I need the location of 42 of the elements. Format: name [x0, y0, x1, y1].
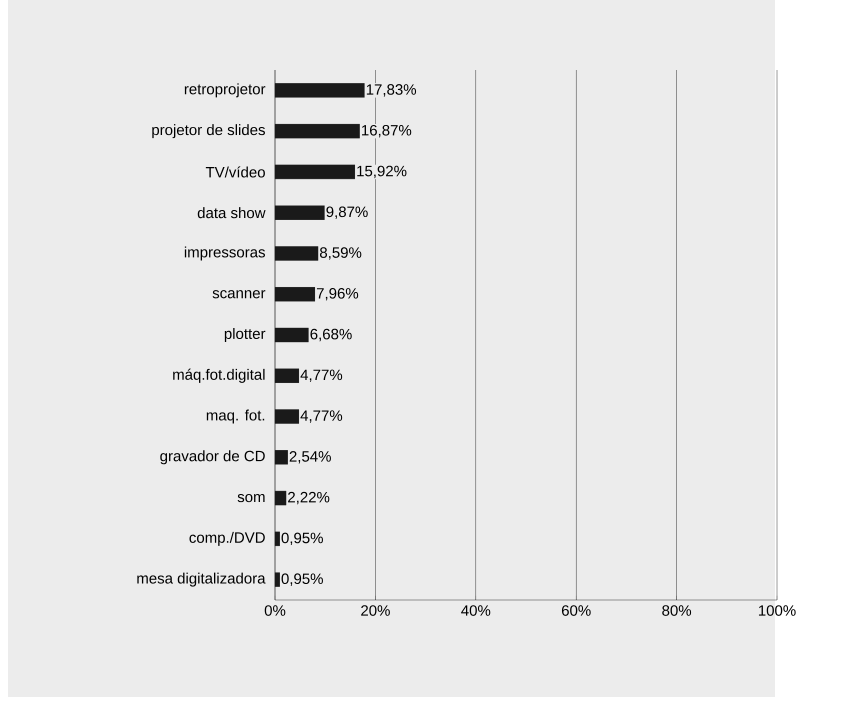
- data-label: 2,54%: [290, 451, 331, 464]
- x-tick-label: 100%: [758, 605, 796, 616]
- data-label: 17,83%: [366, 84, 416, 97]
- y-tick-label: mesa digitalizadora: [137, 572, 266, 587]
- data-label: 9,87%: [326, 206, 368, 219]
- bar: [274, 246, 318, 261]
- y-tick-label: TV/vídeo: [206, 166, 265, 178]
- y-tick-label: máq.fot.digital: [173, 368, 265, 383]
- data-label: 2,22%: [288, 492, 330, 504]
- y-tick-label: data show: [198, 207, 266, 218]
- data-label: 15,92%: [357, 166, 406, 178]
- bar: [274, 287, 316, 302]
- y-tick-label: scanner: [212, 290, 266, 298]
- y-tick-label: som: [238, 494, 265, 502]
- y-tick-label: comp./DVD: [190, 532, 265, 546]
- bar: [274, 368, 300, 383]
- bar: [274, 328, 309, 342]
- x-tick-label: 20%: [361, 605, 390, 616]
- y-tick-label: plotter: [224, 328, 266, 342]
- data-label: 7,96%: [316, 288, 358, 300]
- bar: [274, 205, 325, 220]
- bar: [274, 572, 280, 587]
- y-tick-label: impressoras: [184, 246, 265, 260]
- bar: [274, 532, 280, 546]
- x-tick-label: 40%: [461, 605, 490, 616]
- y-tick-label: maq. fot.: [206, 410, 264, 424]
- data-label: 4,77%: [300, 370, 342, 382]
- y-tick-label: gravador de CD: [160, 450, 265, 464]
- data-label: 0,95%: [282, 532, 323, 546]
- bar: [274, 409, 300, 424]
- x-tick-label: 60%: [562, 605, 591, 616]
- x-tick-label: 80%: [662, 605, 692, 616]
- data-label: 6,68%: [310, 328, 352, 342]
- y-tick-label: projetor de slides: [152, 124, 265, 138]
- data-label: 0,95%: [282, 573, 323, 586]
- data-label: 4,77%: [300, 410, 342, 423]
- data-label: 8,59%: [320, 247, 362, 260]
- y-tick-label: retroprojetor: [184, 83, 266, 98]
- x-tick-label: 0%: [264, 605, 286, 616]
- bar: [274, 490, 286, 506]
- data-label: 16,87%: [362, 124, 412, 138]
- bar: [274, 450, 288, 465]
